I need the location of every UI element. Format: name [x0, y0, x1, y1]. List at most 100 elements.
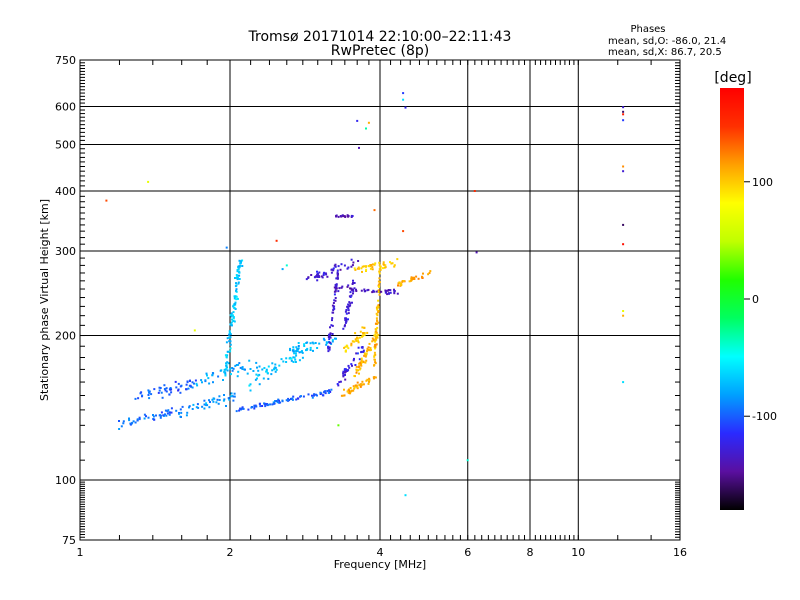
data-point [362, 383, 365, 386]
data-point [234, 364, 237, 367]
data-point [294, 358, 297, 361]
data-point [346, 285, 349, 288]
data-point [205, 402, 208, 405]
data-point [374, 353, 377, 356]
data-point [378, 283, 381, 286]
data-point [222, 399, 225, 402]
data-point [331, 268, 334, 271]
data-point [241, 406, 244, 409]
data-point [143, 417, 146, 420]
data-point [622, 110, 625, 113]
data-point [225, 246, 228, 249]
data-point [377, 299, 380, 302]
data-point [223, 398, 226, 401]
data-point [375, 343, 378, 346]
data-point [378, 284, 381, 287]
data-point [224, 374, 227, 377]
data-point [364, 353, 367, 356]
data-point [329, 390, 332, 393]
data-point [350, 294, 353, 297]
data-point [226, 354, 229, 357]
data-point [297, 345, 300, 347]
data-point [333, 293, 336, 296]
y-tick-label: 750 [55, 54, 76, 67]
data-point [353, 282, 356, 284]
data-point [377, 321, 380, 324]
data-point [349, 287, 352, 290]
data-point [357, 339, 359, 342]
data-point [292, 348, 295, 351]
data-point [328, 338, 331, 341]
data-point [351, 283, 354, 285]
data-point [345, 309, 348, 311]
data-point [159, 387, 162, 389]
data-point [384, 264, 387, 267]
data-point [393, 288, 395, 291]
data-point [334, 265, 337, 268]
data-point [235, 295, 238, 298]
data-point [356, 352, 359, 355]
data-point [303, 343, 306, 346]
data-point [353, 386, 356, 389]
x-tick-label: 6 [464, 546, 471, 559]
data-point [325, 343, 328, 346]
data-point [163, 388, 166, 390]
data-point [234, 301, 237, 304]
data-point [338, 287, 341, 290]
data-point [350, 390, 353, 393]
grid-lines [80, 60, 680, 540]
data-point [230, 315, 233, 318]
data-point [355, 352, 358, 355]
data-point [367, 382, 370, 385]
data-point [376, 305, 379, 308]
data-point [335, 287, 338, 290]
data-point [285, 361, 288, 363]
data-point [398, 281, 401, 284]
data-point [326, 390, 329, 392]
data-point [224, 354, 227, 357]
data-point [175, 386, 178, 389]
data-point [382, 267, 384, 270]
data-point [169, 387, 172, 389]
data-point [159, 414, 162, 417]
data-point [292, 346, 295, 349]
data-point [336, 277, 339, 280]
data-point [373, 355, 376, 358]
data-point [180, 416, 182, 418]
data-point [365, 270, 367, 272]
data-point [355, 368, 358, 371]
data-point [224, 368, 227, 371]
data-point [622, 119, 625, 122]
data-point [333, 286, 336, 289]
data-point [360, 267, 363, 270]
data-point [150, 393, 153, 396]
data-point [371, 291, 374, 294]
data-point [475, 251, 478, 254]
data-point [400, 284, 403, 286]
data-point [340, 286, 343, 289]
data-point [473, 190, 476, 192]
data-point [188, 384, 191, 387]
data-point [376, 314, 379, 317]
data-point [354, 364, 357, 366]
data-point [294, 352, 297, 355]
data-point [148, 390, 151, 393]
data-point [344, 378, 347, 381]
data-point [373, 290, 376, 293]
data-point [339, 380, 342, 383]
data-point [364, 290, 367, 292]
data-point [622, 310, 625, 312]
data-point [333, 305, 336, 308]
data-point [346, 214, 349, 217]
data-point [376, 308, 379, 311]
data-point [335, 277, 338, 280]
data-point [212, 400, 215, 403]
data-point [241, 366, 244, 369]
data-point [346, 305, 349, 308]
data-point [369, 348, 372, 351]
data-point [343, 325, 346, 328]
data-point [368, 379, 371, 382]
data-point [232, 311, 235, 314]
data-point [295, 354, 298, 357]
